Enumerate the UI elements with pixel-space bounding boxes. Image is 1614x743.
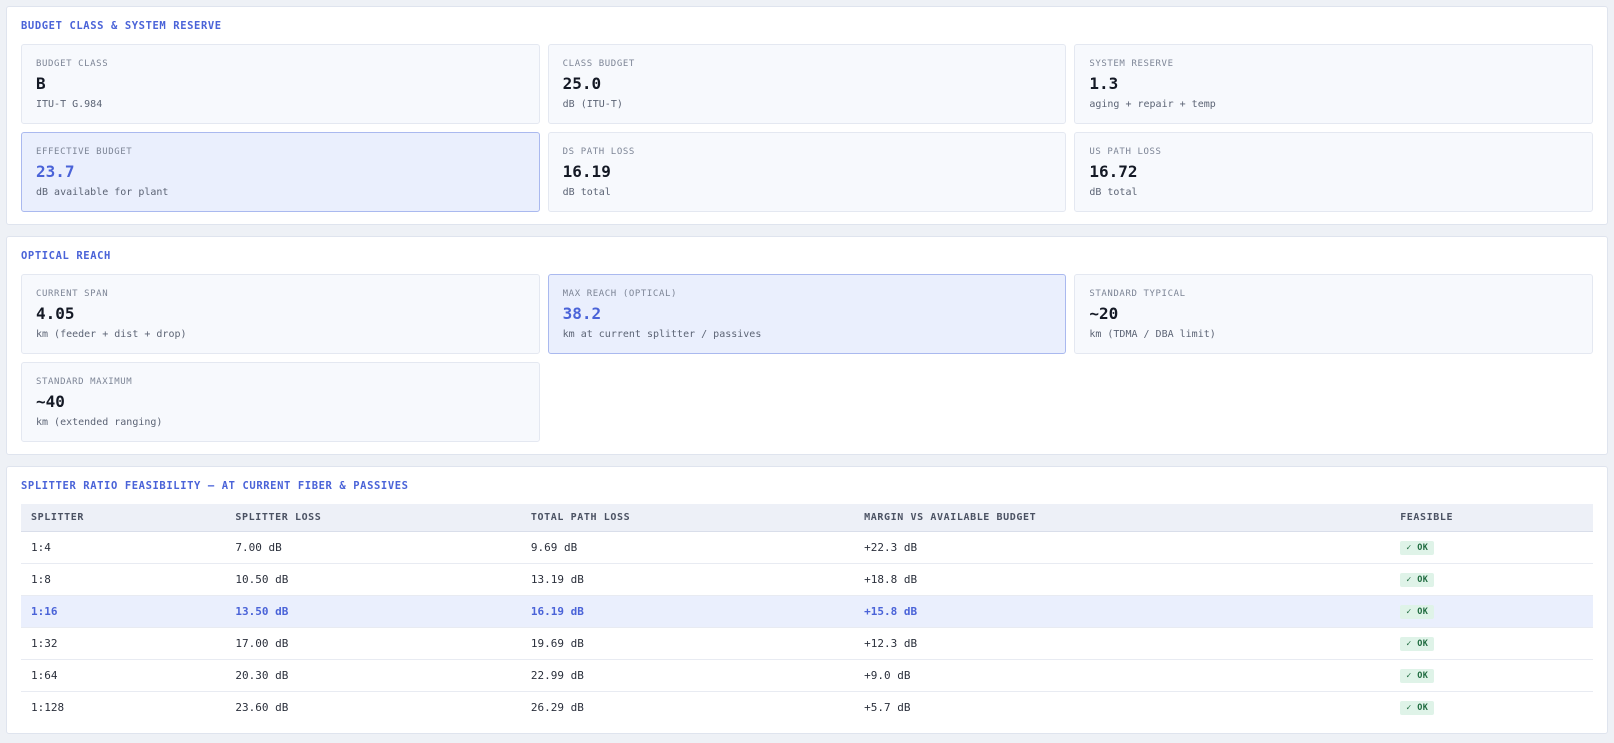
column-header-feasible: FEASIBLE (1390, 504, 1593, 532)
ok-badge: ✓ OK (1400, 572, 1435, 587)
column-header-margin: MARGIN VS AVAILABLE BUDGET (854, 504, 1391, 532)
cell-ratio: 1:32 (21, 627, 226, 660)
ok-badge: ✓ OK (1400, 540, 1435, 555)
card-sub: aging + repair + temp (1089, 99, 1216, 110)
max-reach-card: MAX REACH (OPTICAL) 38.2 km at current s… (547, 274, 1067, 354)
cell-splitter-loss: 20.30 dB (225, 659, 521, 692)
cell-feasible: ✓ OK (1390, 691, 1593, 723)
table-row: 1:32 17.00 dB 19.69 dB +12.3 dB ✓ OK (21, 627, 1593, 660)
cell-ratio: 1:16 (21, 595, 226, 628)
system-reserve-card: SYSTEM RESERVE 1.3 aging + repair + temp (1074, 44, 1593, 124)
cell-feasible: ✓ OK (1390, 627, 1593, 660)
card-label: DS PATH LOSS (562, 147, 635, 157)
cell-margin: +9.0 dB (854, 659, 1391, 692)
card-value: 23.7 (36, 162, 75, 181)
cell-ratio: 1:128 (31, 700, 65, 714)
optical-reach-panel: OPTICAL REACH CURRENT SPAN 4.05 km (feed… (6, 236, 1608, 455)
budget-panel: BUDGET CLASS & SYSTEM RESERVE BUDGET CLA… (6, 6, 1608, 225)
card-label: CLASS BUDGET (562, 59, 635, 69)
table-row: 1:64 20.30 dB 22.99 dB +9.0 dB ✓ OK (21, 659, 1593, 692)
ds-path-loss-card: DS PATH LOSS 16.19 dB total (547, 132, 1067, 212)
ok-badge: ✓ OK (1400, 700, 1435, 715)
ok-badge: ✓ OK (1400, 636, 1435, 651)
column-header-splitter-loss: SPLITTER LOSS (225, 504, 521, 532)
cell-margin: +5.7 dB (864, 700, 911, 714)
column-header-splitter: SPLITTER (21, 504, 226, 532)
card-value: 16.72 (1089, 162, 1138, 181)
card-label: US PATH LOSS (1089, 147, 1162, 157)
effective-budget-card: EFFECTIVE BUDGET 23.7 dB available for p… (21, 132, 540, 212)
table-row: 1:4 7.00 dB 9.69 dB +22.3 dB ✓ OK (21, 531, 1593, 564)
card-value: 38.2 (562, 304, 602, 323)
card-label: BUDGET CLASS (36, 59, 109, 69)
reach-card-grid: CURRENT SPAN 4.05 km (feeder + dist + dr… (21, 274, 1593, 442)
current-span-card: CURRENT SPAN 4.05 km (feeder + dist + dr… (21, 274, 540, 354)
standard-maximum-card: STANDARD MAXIMUM ~40 km (extended rangin… (21, 362, 540, 442)
cell-total-path-loss: 9.69 dB (520, 531, 855, 564)
us-path-loss-card: US PATH LOSS 16.72 dB total (1074, 132, 1593, 212)
cell-total-path-loss: 19.69 dB (520, 627, 855, 660)
card-sub: km (feeder + dist + drop) (36, 329, 187, 340)
cell-total-path-loss: 13.19 dB (520, 563, 855, 596)
splitter-panel-title: SPLITTER RATIO FEASIBILITY — AT CURRENT … (21, 480, 409, 492)
cell-splitter-loss: 17.00 dB (225, 627, 521, 660)
table-header-row: SPLITTER SPLITTER LOSS TOTAL PATH LOSS M… (21, 504, 1593, 532)
card-sub: ITU-T G.984 (36, 99, 103, 110)
budget-card-grid: BUDGET CLASS B ITU-T G.984 CLASS BUDGET … (21, 44, 1593, 212)
ok-badge: ✓ OK (1400, 668, 1435, 683)
card-sub: dB total (1089, 187, 1138, 198)
splitter-table: SPLITTER SPLITTER LOSS TOTAL PATH LOSS M… (21, 504, 1593, 723)
budget-class-card: BUDGET CLASS B ITU-T G.984 (21, 44, 540, 124)
reach-panel-title: OPTICAL REACH (21, 250, 111, 262)
card-value: 1.3 (1089, 74, 1119, 93)
cell-feasible: ✓ OK (1390, 659, 1593, 692)
card-sub: dB (ITU-T) (562, 99, 623, 110)
cell-ratio: 1:8 (21, 563, 226, 596)
cell-ratio: 1:4 (21, 531, 226, 564)
card-label: SYSTEM RESERVE (1089, 59, 1174, 69)
cell-splitter-loss: 13.50 dB (225, 595, 521, 628)
card-label: CURRENT SPAN (36, 289, 109, 299)
table-row: 1:128 23.60 dB 26.29 dB +5.7 dB ✓ OK (21, 691, 1593, 723)
card-sub: dB available for plant (36, 187, 169, 198)
cell-total-path-loss: 16.19 dB (520, 595, 855, 628)
card-label: EFFECTIVE BUDGET (36, 147, 133, 157)
cell-total-path-loss: 26.29 dB (530, 700, 584, 714)
card-sub: km (TDMA / DBA limit) (1089, 329, 1216, 340)
cell-splitter-loss: 23.60 dB (235, 700, 289, 714)
card-sub: km at current splitter / passives (562, 329, 762, 340)
card-value: B (36, 74, 46, 93)
budget-panel-title: BUDGET CLASS & SYSTEM RESERVE (21, 20, 222, 32)
ok-badge: ✓ OK (1400, 604, 1435, 619)
card-label: STANDARD TYPICAL (1089, 289, 1186, 299)
cell-feasible: ✓ OK (1390, 563, 1593, 596)
column-header-total-path-loss: TOTAL PATH LOSS (520, 504, 855, 532)
splitter-feasibility-panel: SPLITTER RATIO FEASIBILITY — AT CURRENT … (6, 466, 1608, 734)
card-sub: km (extended ranging) (36, 417, 163, 428)
card-value: 4.05 (36, 304, 75, 323)
table-row: 1:8 10.50 dB 13.19 dB +18.8 dB ✓ OK (21, 563, 1593, 596)
cell-feasible: ✓ OK (1390, 531, 1593, 564)
class-budget-card: CLASS BUDGET 25.0 dB (ITU-T) (547, 44, 1067, 124)
card-value: ~20 (1089, 304, 1119, 323)
cell-margin: +12.3 dB (854, 627, 1391, 660)
cell-feasible: ✓ OK (1390, 595, 1593, 628)
card-value: ~40 (36, 392, 65, 411)
cell-margin: +18.8 dB (854, 563, 1391, 596)
cell-splitter-loss: 10.50 dB (225, 563, 521, 596)
card-label: STANDARD MAXIMUM (36, 377, 133, 387)
card-label: MAX REACH (OPTICAL) (562, 289, 678, 299)
cell-splitter-loss: 7.00 dB (225, 531, 521, 564)
card-value: 25.0 (562, 74, 602, 93)
cell-total-path-loss: 22.99 dB (520, 659, 855, 692)
table-row: 1:16 13.50 dB 16.19 dB +15.8 dB ✓ OK (21, 595, 1593, 628)
card-value: 16.19 (562, 162, 611, 181)
standard-typical-card: STANDARD TYPICAL ~20 km (TDMA / DBA limi… (1074, 274, 1593, 354)
cell-margin: +22.3 dB (854, 531, 1391, 564)
cell-margin: +15.8 dB (854, 595, 1391, 628)
card-sub: dB total (562, 187, 611, 198)
cell-ratio: 1:64 (21, 659, 226, 692)
